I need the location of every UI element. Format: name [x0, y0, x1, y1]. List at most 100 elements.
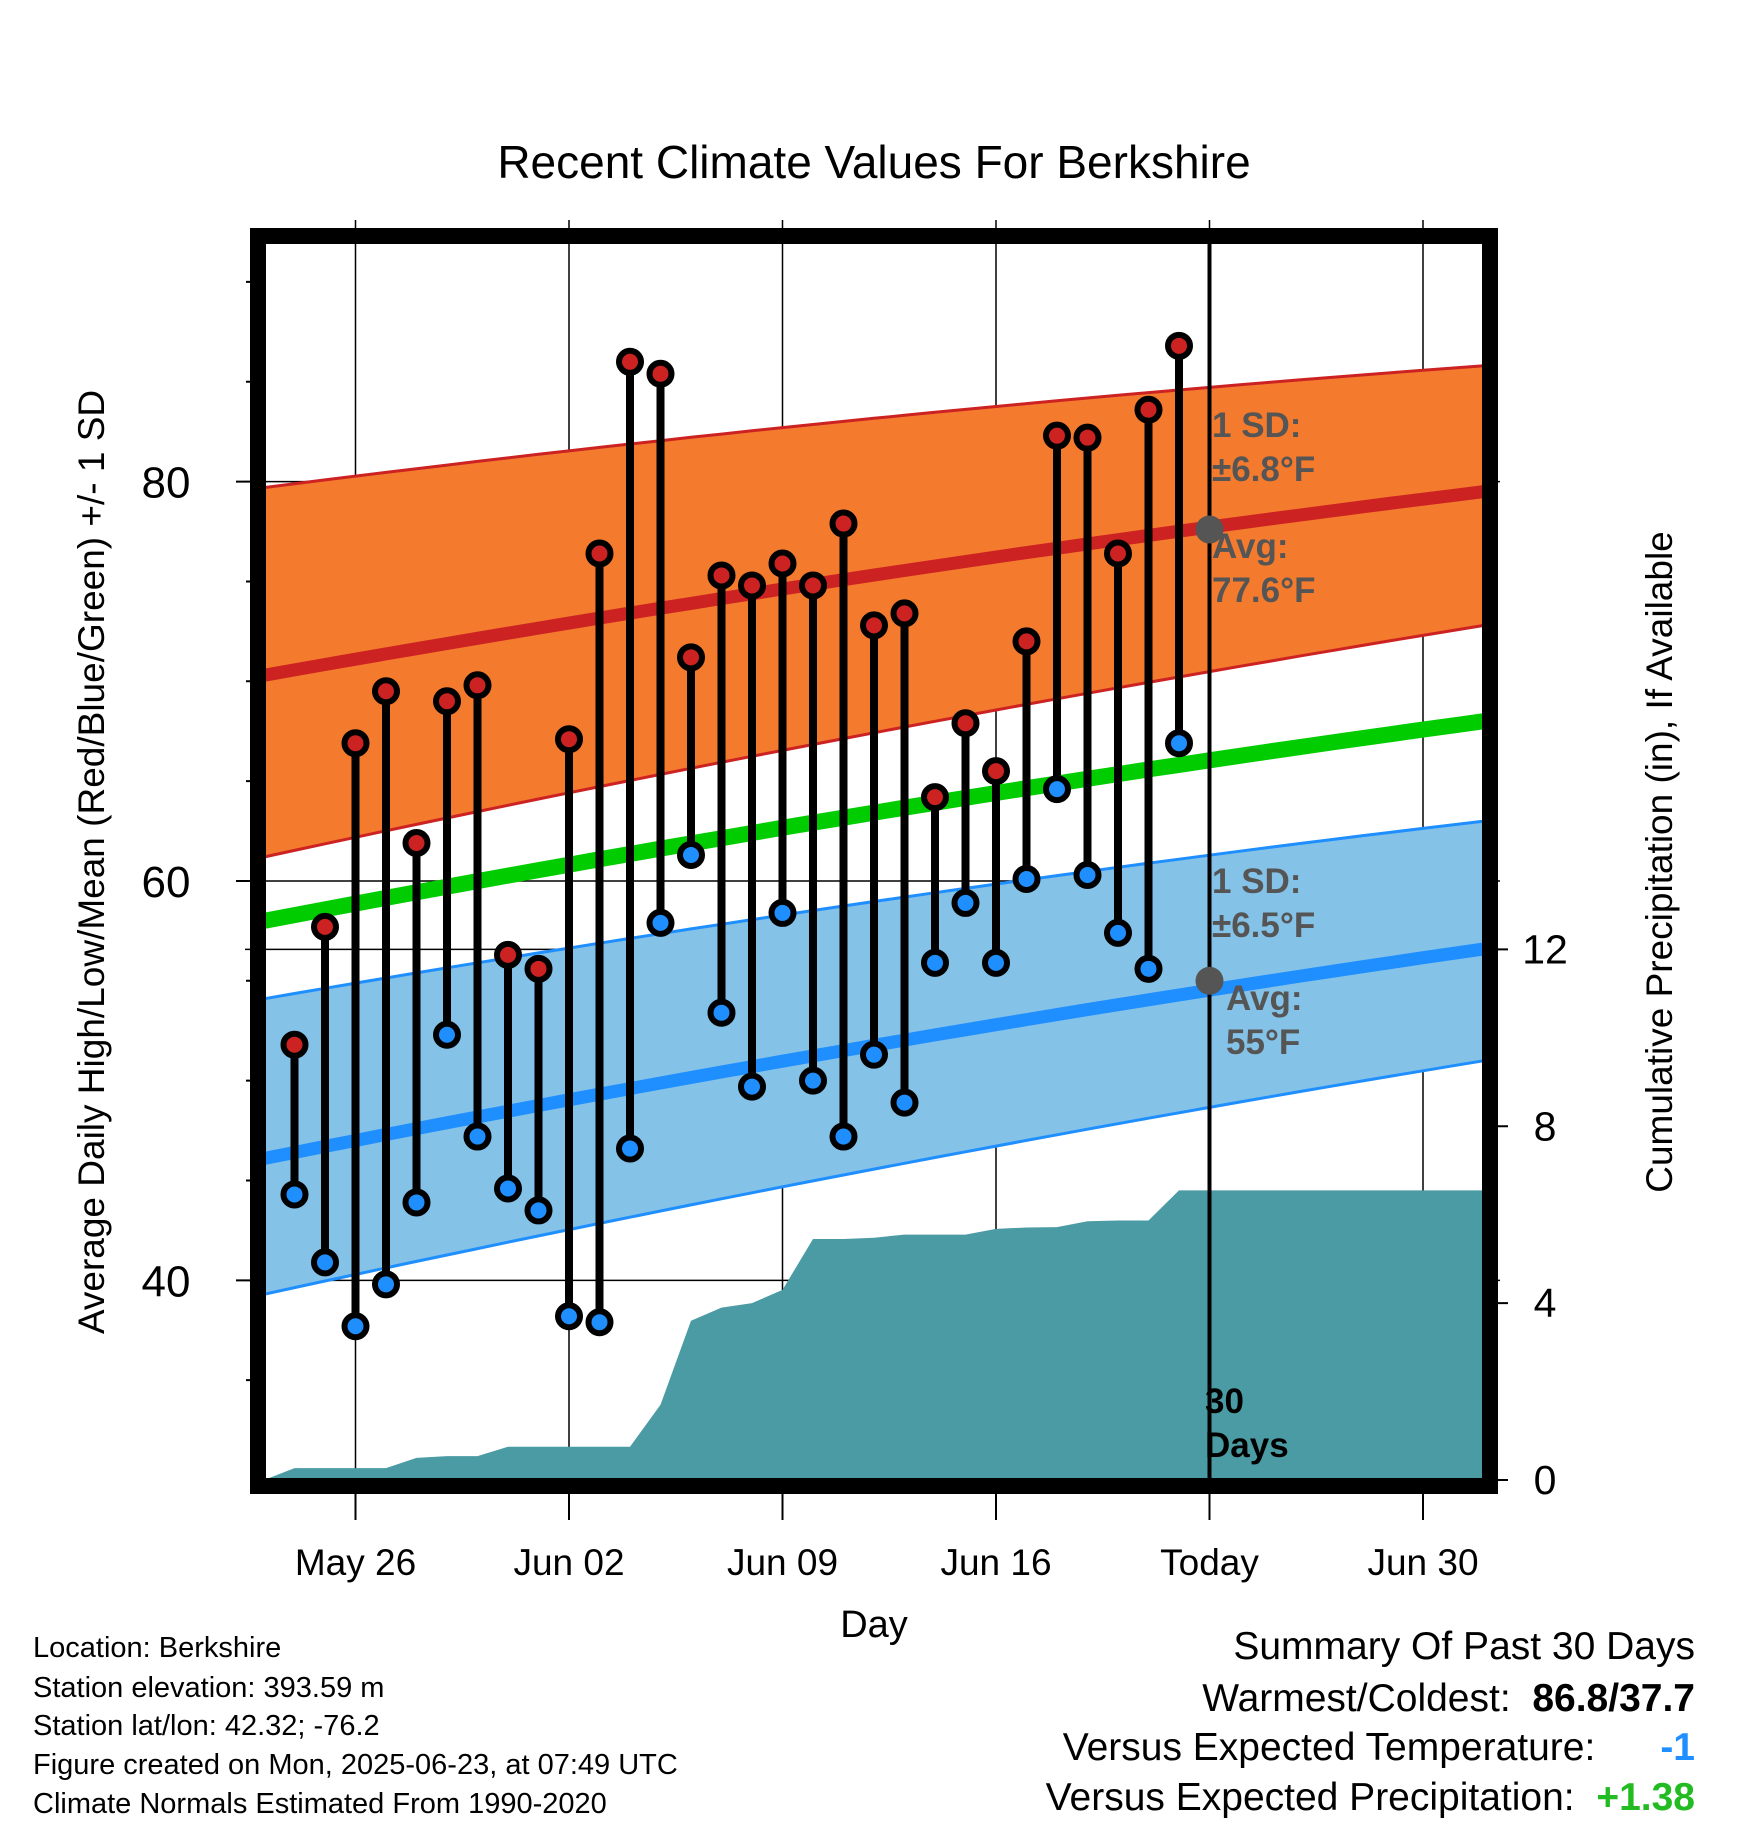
annotation-label: 30: [1205, 1382, 1244, 1421]
high-point: [1165, 331, 1193, 360]
low-point: [951, 888, 980, 917]
low-point: [585, 1308, 614, 1337]
y-tick-label: 40: [142, 1257, 191, 1306]
low-point: [555, 1302, 583, 1331]
high-point: [982, 757, 1010, 786]
low-point: [494, 1174, 522, 1203]
annotation: 1 SD: ±6.5°F: [1212, 862, 1315, 945]
y-tick-label: 60: [142, 858, 191, 907]
summary-precipitation: Versus Expected Precipitation: +1.38: [1045, 1776, 1695, 1819]
info-normals: Climate Normals Estimated From 1990-2020: [33, 1788, 607, 1820]
high-point: [1104, 539, 1132, 568]
low-point: [738, 1072, 766, 1101]
low-point: [402, 1188, 431, 1217]
low-point: [341, 1312, 370, 1341]
info-created: Figure created on Mon, 2025-06-23, at 07…: [33, 1749, 678, 1781]
low-point: [921, 948, 949, 977]
summary-temperature: Versus Expected Temperature: -1: [1062, 1726, 1695, 1769]
low-point: [982, 948, 1010, 977]
y-axis-label: Average Daily High/Low/Mean (Red/Blue/Gr…: [71, 390, 112, 1334]
high-point: [433, 687, 461, 716]
summary-title: Summary Of Past 30 Days: [1233, 1625, 1695, 1668]
high-point: [921, 783, 949, 812]
x-tick-label: May 26: [295, 1542, 416, 1583]
low-point: [1073, 860, 1102, 889]
low-point: [280, 1180, 309, 1209]
info-location: Location: Berkshire: [33, 1632, 282, 1664]
high-point: [494, 940, 522, 969]
low-point: [890, 1088, 919, 1117]
annotation-value: ±6.8°F: [1212, 450, 1315, 489]
high-point: [1043, 421, 1071, 450]
plot-frame: [250, 228, 1498, 1494]
low-point: [646, 908, 675, 937]
high-point: [768, 549, 797, 578]
annotation-value: ±6.5°F: [1212, 906, 1315, 945]
x-tick-label: Jun 30: [1367, 1542, 1478, 1583]
avg-high-line: [262, 485, 1485, 682]
y2-tick-label: 4: [1534, 1280, 1557, 1326]
low-point: [311, 1248, 339, 1277]
high-point: [402, 829, 431, 858]
high-point: [677, 643, 705, 672]
y2-tick-label: 0: [1534, 1457, 1557, 1503]
annotation: 30 Days: [1205, 1382, 1289, 1465]
info-elevation: Station elevation: 393.59 m: [33, 1672, 385, 1704]
low-point: [524, 1196, 553, 1225]
high-point: [799, 571, 827, 600]
annotation-label: Avg:: [1212, 527, 1288, 566]
high-sd-upper-line: [263, 364, 1485, 490]
low-point: [463, 1122, 492, 1151]
x-tick-label: Today: [1160, 1542, 1259, 1583]
low-point: [616, 1134, 644, 1163]
low-point: [1012, 864, 1041, 893]
high-point: [341, 729, 370, 758]
high-point: [860, 611, 888, 640]
y2-tick-label: 12: [1522, 926, 1568, 972]
annotation-value: 55°F: [1226, 1023, 1300, 1062]
chart-title: Recent Climate Values For Berkshire: [497, 136, 1250, 188]
summary-temp-value: -1: [1660, 1726, 1695, 1769]
annotation: Avg: 77.6°F: [1212, 527, 1316, 610]
summary-warm-cold-value: 86.8/37.7: [1532, 1677, 1695, 1720]
low-sd-lower-line: [263, 1059, 1485, 1296]
annotation-label: 1 SD:: [1212, 406, 1301, 445]
info-latlon: Station lat/lon: 42.32; -76.2: [33, 1710, 380, 1742]
high-point: [463, 671, 492, 700]
high-point: [585, 539, 614, 568]
y2-axis-label: Cumulative Precipitation (in), If Availa…: [1639, 531, 1680, 1193]
annotation-value: Days: [1205, 1426, 1289, 1465]
high-point: [1073, 423, 1102, 452]
low-point: [372, 1270, 400, 1299]
annotation-value: 77.6°F: [1212, 571, 1316, 610]
low-point: [1165, 729, 1193, 758]
x-tick-label: Jun 09: [727, 1542, 838, 1583]
today-normal-marker: [1195, 966, 1224, 995]
low-point: [1104, 918, 1132, 947]
plot-area: 1 SD: ±6.8°F Avg: 77.6°F 1 SD: ±6.5°F Avg: 55°F…: [245, 220, 1500, 1500]
high-point: [311, 912, 339, 941]
x-tick-label: Jun 16: [940, 1542, 1051, 1583]
high-point: [707, 561, 736, 590]
high-point: [280, 1030, 309, 1059]
low-point: [677, 841, 705, 870]
summary-precip-value: +1.38: [1596, 1776, 1695, 1819]
high-point: [1134, 395, 1163, 424]
x-axis-label: Day: [840, 1604, 908, 1646]
high-point: [890, 599, 919, 628]
high-point: [372, 677, 400, 706]
high-point: [829, 509, 858, 538]
y2-tick-label: 8: [1534, 1103, 1557, 1149]
low-point: [799, 1066, 827, 1095]
low-point: [860, 1040, 888, 1069]
annotation: Avg: 55°F: [1226, 979, 1302, 1062]
annotation: 1 SD: ±6.8°F: [1212, 406, 1315, 489]
y-tick-label: 80: [142, 459, 191, 508]
high-point: [738, 571, 766, 600]
high-point: [951, 709, 980, 738]
axes: May 26 Jun 02 Jun 09 Jun 16 Today Jun 3040608…: [142, 228, 1568, 1583]
x-tick-label: Jun 02: [513, 1542, 624, 1583]
high-point: [646, 359, 675, 388]
low-point: [707, 998, 736, 1027]
